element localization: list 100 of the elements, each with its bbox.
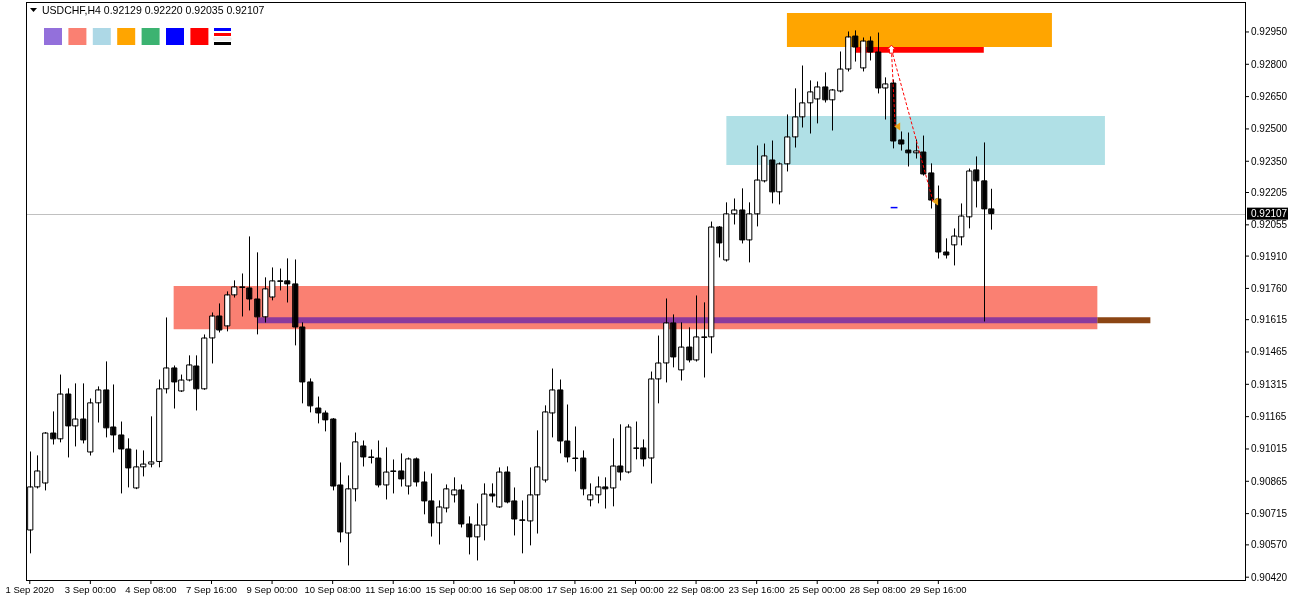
candlestick xyxy=(829,89,836,131)
candlestick xyxy=(80,383,87,444)
candlestick xyxy=(156,379,163,468)
candlestick xyxy=(943,238,950,259)
candlestick xyxy=(807,80,814,134)
x-tick-label: 1 Sep 2020 xyxy=(5,584,55,595)
candlestick xyxy=(754,145,761,227)
candlestick xyxy=(852,30,859,62)
x-tick-label: 11 Sep 16:00 xyxy=(365,584,422,595)
x-tick-label: 29 Sep 16:00 xyxy=(910,584,967,595)
candlestick xyxy=(292,259,299,346)
candlestick xyxy=(299,322,306,404)
candlestick xyxy=(549,368,556,438)
candlestick xyxy=(368,449,375,464)
y-tick-label: 0.91910 xyxy=(1251,250,1288,262)
x-tick-label: 28 Sep 08:00 xyxy=(849,584,907,595)
x-tick-label: 17 Sep 16:00 xyxy=(546,584,604,595)
candlestick xyxy=(315,396,322,424)
candlestick xyxy=(640,439,647,467)
candlestick xyxy=(330,418,337,491)
candlestick xyxy=(610,438,617,507)
candlestick xyxy=(50,411,57,445)
candlestick xyxy=(345,475,352,566)
ref-line-label: 0.92107 xyxy=(1251,208,1288,220)
y-tick-label: 0.90570 xyxy=(1251,539,1288,551)
candlestick xyxy=(572,426,579,472)
candlestick xyxy=(708,221,715,354)
candlestick xyxy=(814,81,821,124)
x-tick-label: 16 Sep 08:00 xyxy=(486,584,543,595)
candlestick xyxy=(693,295,700,362)
candlestick xyxy=(224,291,231,332)
candlestick xyxy=(360,440,367,467)
candlestick xyxy=(390,459,397,494)
candlestick xyxy=(511,487,518,536)
candlestick xyxy=(443,484,450,513)
candlestick xyxy=(602,477,609,509)
candlestick xyxy=(178,374,185,392)
candlestick xyxy=(87,398,94,456)
y-tick-label: 0.90715 xyxy=(1251,508,1288,520)
x-tick-label: 22 Sep 08:00 xyxy=(667,584,725,595)
candlestick xyxy=(564,404,571,463)
candlestick xyxy=(216,303,223,333)
candlestick xyxy=(875,32,882,94)
candlestick xyxy=(95,386,102,423)
candlestick xyxy=(716,226,723,258)
candlestick xyxy=(489,483,496,503)
candlestick xyxy=(557,379,564,454)
x-tick-label: 4 Sep 08:00 xyxy=(125,584,177,595)
candlestick xyxy=(140,450,147,477)
candlestick xyxy=(822,72,829,103)
candlestick xyxy=(337,462,344,543)
candlestick xyxy=(383,447,390,500)
x-tick-label: 7 Sep 16:00 xyxy=(185,584,238,595)
candlestick xyxy=(421,471,428,515)
candlestick xyxy=(746,202,753,263)
candlestick xyxy=(262,277,269,323)
candlestick xyxy=(284,258,291,303)
candlestick xyxy=(958,203,965,246)
candlestick xyxy=(973,156,980,208)
x-tick-label: 9 Sep 00:00 xyxy=(246,584,298,595)
candlestick xyxy=(617,424,624,481)
candlestick xyxy=(542,405,549,483)
y-tick-label: 0.91465 xyxy=(1251,346,1288,358)
y-tick-label: 0.92650 xyxy=(1251,91,1288,103)
candlestick xyxy=(580,450,587,496)
candlestick xyxy=(277,268,284,291)
chart-title: USDCHF,H4 0.92129 0.92220 0.92035 0.92107 xyxy=(42,4,265,16)
candlestick xyxy=(186,355,193,382)
candlestick xyxy=(458,484,465,528)
candlestick xyxy=(898,131,905,151)
candlestick xyxy=(466,516,473,555)
candlestick xyxy=(163,317,170,394)
candlestick xyxy=(739,188,746,244)
candlestick xyxy=(981,142,988,322)
candlestick xyxy=(110,384,117,453)
candlestick xyxy=(534,430,541,534)
candlestick xyxy=(496,467,503,508)
candlestick xyxy=(246,236,253,311)
candlestick xyxy=(670,314,677,368)
candlestick xyxy=(913,139,920,159)
y-tick-label: 0.92950 xyxy=(1251,26,1288,38)
candlestick xyxy=(322,410,329,432)
candlestick xyxy=(655,335,662,404)
y-tick-label: 0.92800 xyxy=(1251,58,1288,70)
candlestick xyxy=(867,36,874,61)
candlestick xyxy=(428,473,435,537)
y-tick-label: 0.92205 xyxy=(1251,187,1288,199)
candlestick xyxy=(72,383,79,447)
candlestick xyxy=(103,361,110,438)
candlestick xyxy=(761,143,768,183)
candlestick xyxy=(882,77,889,120)
x-tick-label: 25 Sep 00:00 xyxy=(788,584,846,595)
candlestick xyxy=(436,500,443,545)
candlestick xyxy=(307,378,314,413)
y-tick-label: 0.91615 xyxy=(1251,314,1288,326)
candlestick xyxy=(125,438,132,488)
candlestick xyxy=(845,31,852,72)
candlestick xyxy=(398,453,405,487)
y-tick-label: 0.92350 xyxy=(1251,155,1288,167)
candlestick xyxy=(65,388,72,458)
